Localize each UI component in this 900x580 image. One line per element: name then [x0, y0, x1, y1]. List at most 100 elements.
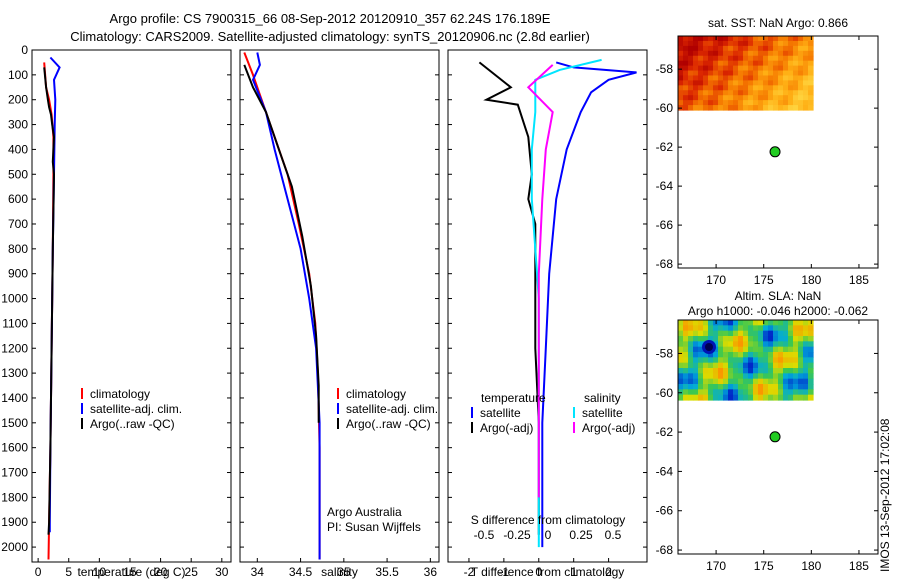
heatmap-cell — [748, 325, 754, 332]
heatmap-cell — [768, 336, 774, 342]
heatmap-cell — [743, 378, 749, 385]
map-y-tick-label: -68 — [656, 543, 674, 557]
heatmap-cell — [698, 357, 704, 364]
heatmap-cell — [738, 95, 744, 101]
heatmap-cell — [783, 357, 789, 364]
heatmap-cell — [708, 100, 714, 106]
heatmap-cell — [778, 325, 784, 332]
heatmap-cell — [733, 384, 739, 390]
heatmap-cell — [698, 65, 704, 72]
heatmap-cell — [783, 36, 789, 42]
heatmap-cell — [773, 70, 779, 77]
y-tick-label: 1800 — [1, 490, 28, 504]
heatmap-cell — [733, 65, 739, 72]
secondary-x-tick-label: 0.25 — [569, 528, 593, 542]
heatmap-cell — [738, 75, 744, 81]
heatmap-cell — [698, 394, 704, 401]
heatmap-cell — [703, 65, 709, 72]
heatmap-cell — [803, 352, 809, 358]
heatmap-cell — [803, 75, 809, 81]
heatmap-cell — [793, 70, 799, 77]
heatmap-cell — [793, 362, 799, 369]
heatmap-cell — [678, 50, 684, 57]
heatmap-cell — [703, 362, 709, 369]
heatmap-cell — [723, 105, 729, 111]
heatmap-cell — [733, 336, 739, 342]
heatmap-cell — [798, 70, 804, 77]
heatmap-cell — [718, 100, 724, 106]
heatmap-cell — [768, 75, 774, 81]
heatmap-cell — [763, 65, 769, 72]
heatmap-cell — [743, 40, 749, 47]
heatmap-cell — [748, 330, 754, 337]
heatmap-cell — [728, 36, 734, 42]
heatmap-cell — [748, 50, 754, 57]
heatmap-cell — [763, 100, 769, 106]
heatmap-cell — [723, 90, 729, 96]
legend-label: Argo(..raw -QC) — [346, 417, 431, 431]
heatmap-cell — [733, 373, 739, 380]
heatmap-cell — [698, 70, 704, 77]
heatmap-cell — [778, 60, 784, 67]
heatmap-cell — [748, 320, 754, 326]
heatmap-cell — [698, 50, 704, 57]
heatmap-cell — [738, 320, 744, 326]
heatmap-cell — [683, 95, 689, 101]
heatmap-cell — [798, 85, 804, 91]
heatmap-cell — [808, 80, 814, 86]
heatmap-cell — [778, 357, 784, 364]
heatmap-cell — [708, 50, 714, 57]
heatmap-cell — [683, 80, 689, 86]
heatmap-cell — [733, 394, 739, 401]
heatmap-cell — [743, 389, 749, 396]
heatmap-cell — [703, 75, 709, 81]
heatmap-cell — [728, 394, 734, 401]
heatmap-cell — [693, 325, 699, 332]
heatmap-cell — [753, 362, 759, 369]
heatmap-cell — [768, 40, 774, 47]
heatmap-cell — [758, 105, 764, 111]
heatmap-cell — [763, 95, 769, 101]
heatmap-cell — [718, 352, 724, 358]
heatmap-cell — [723, 330, 729, 337]
heatmap-cell — [698, 384, 704, 390]
heatmap-cell — [743, 100, 749, 106]
heatmap-cell — [733, 378, 739, 385]
heatmap-cell — [703, 330, 709, 337]
heatmap-cell — [698, 368, 704, 374]
heatmap-cell — [783, 378, 789, 385]
y-tick-label: 1500 — [1, 416, 28, 430]
heatmap-cell — [808, 394, 814, 401]
heatmap-cell — [798, 95, 804, 101]
heatmap-cell — [688, 36, 694, 42]
heatmap-cell — [703, 373, 709, 380]
heatmap-cell — [763, 346, 769, 353]
x-tick-label: 5 — [65, 565, 72, 579]
heatmap-cell — [708, 45, 714, 52]
heatmap-cell — [753, 346, 759, 353]
heatmap-cell — [738, 80, 744, 86]
heatmap-cell — [788, 90, 794, 96]
heatmap-cell — [748, 394, 754, 401]
heatmap-cell — [733, 40, 739, 47]
y-tick-label: 1000 — [1, 292, 28, 306]
heatmap-cell — [773, 50, 779, 57]
heatmap-cell — [753, 36, 759, 42]
heatmap-cell — [753, 40, 759, 47]
heatmap-cell — [683, 394, 689, 401]
y-tick-label: 1700 — [1, 466, 28, 480]
heatmap-cell — [733, 341, 739, 348]
heatmap-cell — [718, 105, 724, 111]
heatmap-cell — [773, 341, 779, 348]
heatmap-cell — [713, 85, 719, 91]
heatmap-cell — [758, 357, 764, 364]
heatmap-cell — [728, 65, 734, 72]
heatmap-cell — [768, 65, 774, 72]
heatmap-cell — [803, 36, 809, 42]
heatmap-cell — [683, 357, 689, 364]
heatmap-cell — [783, 384, 789, 390]
heatmap-cell — [788, 384, 794, 390]
heatmap-cell — [793, 320, 799, 326]
x-axis-label-temperature: temperature (deg C) — [77, 565, 185, 579]
heatmap-cell — [743, 330, 749, 337]
